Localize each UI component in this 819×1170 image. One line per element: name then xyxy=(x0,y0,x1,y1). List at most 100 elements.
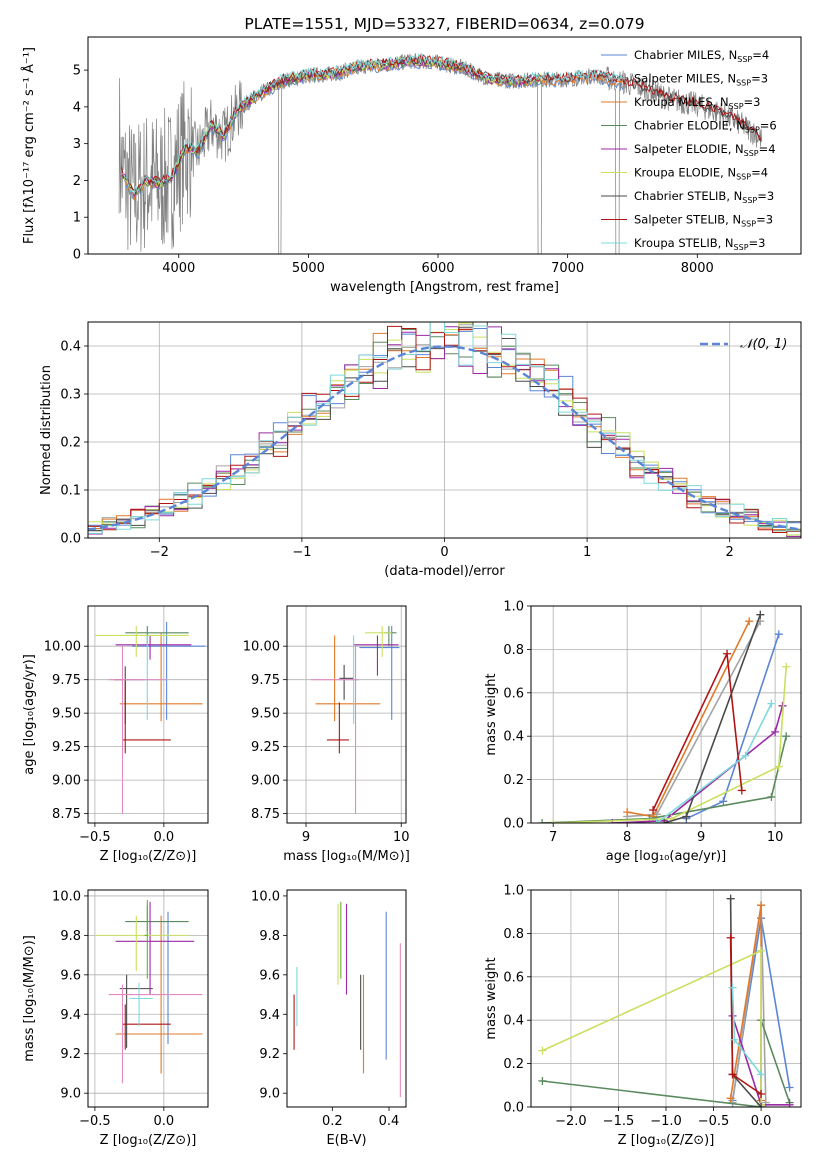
y-tick-label: 0.4 xyxy=(503,1014,524,1029)
weight-marker-kroupa_stelib xyxy=(767,699,776,708)
weight-marker-salpeter_stelib xyxy=(737,786,746,795)
y-tick-label: 1 xyxy=(73,211,81,226)
y-tick-label: 8.75 xyxy=(52,807,81,822)
legend-label-chabrier_elodie: Chabrier ELODIE, NSSP=6 xyxy=(634,119,777,135)
weight-line-kroupa_elodie xyxy=(542,949,762,1105)
weight-marker-chabrier_stelib xyxy=(682,812,691,821)
x-tick-label: 0 xyxy=(440,545,448,560)
y-tick-label: 5 xyxy=(73,64,81,79)
x-tick-label: −0.5 xyxy=(79,1114,111,1129)
y-tick-label: 9.00 xyxy=(251,774,280,789)
y-tick-label: 9.0 xyxy=(259,1087,280,1102)
panel-residual_hist: −2 −1 0 1 2 0.0 0.1 0.2 0.3 0.4 (data-model)/error… xyxy=(39,321,802,579)
y-tick-label: 9.8 xyxy=(60,929,81,944)
x-tick-label: −0.5 xyxy=(79,830,111,845)
x-axis-label: E(B-V) xyxy=(326,1133,366,1148)
legend-label-chabrier_miles: Chabrier MILES, NSSP=4 xyxy=(634,48,769,64)
y-tick-label: 9.6 xyxy=(60,968,81,983)
axes-frame xyxy=(530,889,802,1108)
x-tick-label: 7000 xyxy=(551,261,584,276)
normal-curve xyxy=(88,345,801,531)
y-tick-label: 9.00 xyxy=(52,774,81,789)
weight-marker-kroupa_miles xyxy=(726,1094,735,1103)
legend-label-salpeter_miles: Salpeter MILES, NSSP=3 xyxy=(634,72,768,88)
y-tick-label: 0.0 xyxy=(60,532,81,547)
y-tick-label: 9.50 xyxy=(52,707,81,722)
y-tick-label: 0.6 xyxy=(503,970,524,985)
y-axis-label: mass weight xyxy=(484,957,499,1039)
y-tick-label: 0.4 xyxy=(60,340,81,355)
y-tick-label: 9.25 xyxy=(52,740,81,755)
y-tick-label: 0.0 xyxy=(503,817,524,832)
x-tick-label: 9 xyxy=(302,830,310,845)
panel-spectrum: 4000 5000 6000 7000 8000 0 1 2 3 4 5 wavelength [An… xyxy=(21,15,802,295)
plot-area xyxy=(88,606,208,823)
x-tick-label: 9 xyxy=(697,830,705,845)
plot-area xyxy=(293,901,401,1098)
y-tick-label: 0.3 xyxy=(60,388,81,403)
weight-line-chabrier_stelib xyxy=(663,614,762,823)
x-tick-label: 2 xyxy=(726,545,734,560)
x-tick-label: 0.0 xyxy=(154,1114,175,1129)
panel-age_vs_Z: −0.5 0.0 8.75 9.00 9.25 9.50 9.75 10.00 Z [log₁₀… xyxy=(22,605,209,864)
weight-marker-chabrier_miles xyxy=(774,630,783,639)
axes-frame xyxy=(286,889,407,1108)
plot-area xyxy=(531,890,801,1107)
x-tick-label: 1 xyxy=(583,545,591,560)
x-tick-label: 10 xyxy=(393,830,410,845)
hist-step-salpeter_stelib xyxy=(88,325,801,533)
panel-mass_vs_ebv: 0.2 0.4 9.0 9.2 9.4 9.6 9.8 10.0 E(B-V) xyxy=(251,889,407,1148)
x-axis-label: mass [log₁₀(M/M⊙)] xyxy=(283,849,410,864)
y-axis-label: Flux [fλ10⁻¹⁷ erg cm⁻² s⁻¹ Å⁻¹] xyxy=(21,47,37,244)
weight-marker-chabrier_stelib xyxy=(726,894,735,903)
weight-line-kroupa_miles xyxy=(627,620,750,818)
panel-age_vs_mass: 9 10 8.75 9.00 9.25 9.50 9.75 10.00 mass [log₁₀(… xyxy=(243,605,410,864)
chart-title: PLATE=1551, MJD=53327, FIBERID=0634, z=0… xyxy=(244,15,644,33)
weight-marker-salpeter_stelib xyxy=(728,1070,737,1079)
weight-marker-salpeter_stelib xyxy=(757,1089,766,1098)
legend-label-kroupa_elodie: Kroupa ELODIE, NSSP=4 xyxy=(634,166,768,182)
y-tick-label: 0.1 xyxy=(60,484,81,499)
weight-marker-chabrier_miles xyxy=(719,797,728,806)
x-tick-label: 7 xyxy=(549,830,557,845)
y-tick-label: 0 xyxy=(73,248,81,263)
y-axis-label: mass weight xyxy=(484,673,499,755)
y-tick-label: 9.2 xyxy=(259,1047,280,1062)
y-tick-label: 10.00 xyxy=(44,640,81,655)
x-tick-label: 8 xyxy=(623,830,631,845)
plot-area xyxy=(88,890,208,1107)
weight-marker-kroupa_elodie xyxy=(549,819,558,823)
x-tick-label: −2.0 xyxy=(555,1114,587,1129)
y-tick-label: 0.6 xyxy=(503,686,524,701)
weight-line-kroupa_miles xyxy=(729,905,762,1101)
weight-marker-chabrier_miles xyxy=(785,1083,794,1092)
y-tick-label: 9.0 xyxy=(60,1087,81,1102)
y-tick-label: 4 xyxy=(73,100,81,115)
y-axis-label: age [log₁₀(age/yr)] xyxy=(22,654,37,775)
spectrum-data-line xyxy=(118,53,763,254)
weight-marker-chabrier_elodie xyxy=(538,819,547,823)
x-axis-label: age [log₁₀(age/yr)] xyxy=(606,849,727,864)
weight-marker-kroupa_miles xyxy=(623,808,632,817)
weight-marker-kroupa_stelib xyxy=(730,1035,739,1044)
panel-weight_vs_Z: −2.0 −1.5 −1.0 −0.5 0.0 0.0 0.2 0.4 0.6 0.8 1.0 Z [… xyxy=(484,884,802,1148)
x-tick-label: −0.5 xyxy=(698,1114,730,1129)
panel-weight_vs_age: 7 8 9 10 0.0 0.2 0.4 0.6 0.8 1.0 age [log₁₀(age/yr… xyxy=(484,600,802,864)
weight-marker-kroupa_elodie xyxy=(782,662,791,671)
weight-marker-kroupa_stelib xyxy=(757,1070,766,1079)
legend-label-salpeter_elodie: Salpeter ELODIE, NSSP=4 xyxy=(634,142,776,158)
y-tick-label: 10.0 xyxy=(251,889,280,904)
y-tick-label: 8.75 xyxy=(251,807,280,822)
x-tick-label: −1.0 xyxy=(650,1114,682,1129)
y-tick-label: 0.2 xyxy=(503,1057,524,1072)
x-tick-label: −1 xyxy=(292,545,311,560)
axes-frame xyxy=(87,36,802,255)
x-axis-label: Z [log₁₀(Z/Z⊙)] xyxy=(618,1133,715,1148)
legend-label-chabrier_stelib: Chabrier STELIB, NSSP=3 xyxy=(634,189,774,205)
axes-frame xyxy=(87,605,209,824)
weight-marker-kroupa_stelib xyxy=(741,751,750,760)
panel-mass_vs_Z: −0.5 0.0 9.0 9.2 9.4 9.6 9.8 10.0 Z [log₁₀(Z/Z⊙)… xyxy=(22,889,209,1148)
axes-frame xyxy=(286,605,407,824)
weight-marker-chabrier_stelib xyxy=(756,610,765,619)
